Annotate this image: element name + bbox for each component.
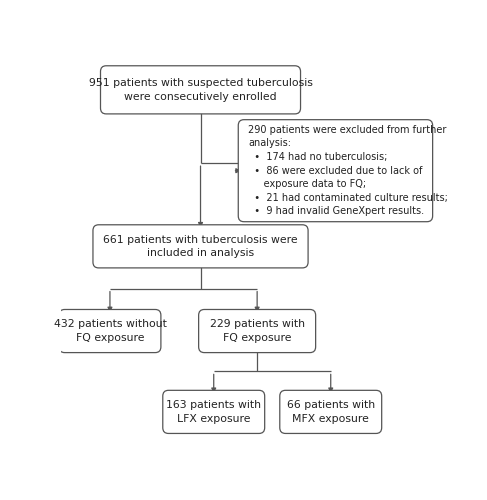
Text: 66 patients with
MFX exposure: 66 patients with MFX exposure: [287, 400, 375, 423]
Text: 661 patients with tuberculosis were
included in analysis: 661 patients with tuberculosis were incl…: [103, 234, 298, 258]
Text: 951 patients with suspected tuberculosis
were consecutively enrolled: 951 patients with suspected tuberculosis…: [89, 78, 313, 102]
FancyBboxPatch shape: [163, 390, 265, 434]
FancyBboxPatch shape: [199, 310, 316, 352]
FancyBboxPatch shape: [280, 390, 382, 434]
Text: 290 patients were excluded from further
analysis:
  •  174 had no tuberculosis;
: 290 patients were excluded from further …: [248, 125, 449, 216]
FancyBboxPatch shape: [93, 225, 308, 268]
Text: 432 patients without
FQ exposure: 432 patients without FQ exposure: [54, 319, 167, 343]
Text: 163 patients with
LFX exposure: 163 patients with LFX exposure: [166, 400, 261, 423]
Text: 229 patients with
FQ exposure: 229 patients with FQ exposure: [209, 319, 305, 343]
FancyBboxPatch shape: [238, 120, 432, 222]
FancyBboxPatch shape: [100, 66, 300, 114]
FancyBboxPatch shape: [59, 310, 161, 352]
